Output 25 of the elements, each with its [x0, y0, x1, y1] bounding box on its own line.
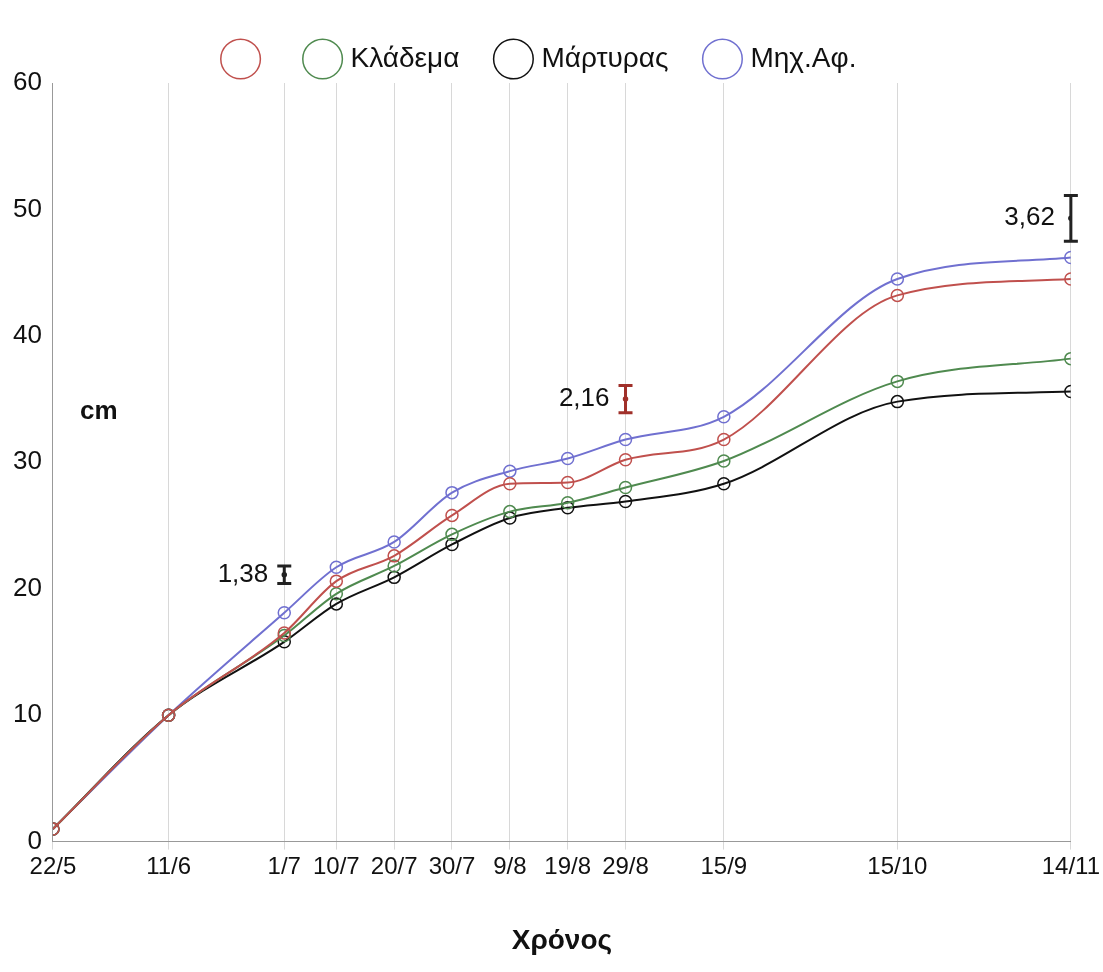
- y-tick-label: 30: [13, 445, 42, 476]
- x-tick-label: 10/7: [312, 851, 360, 879]
- legend-label: Μηχ.Αφ.: [750, 41, 857, 73]
- x-tick-label: 29/8: [602, 851, 649, 879]
- y-tick-label: 40: [13, 319, 42, 350]
- x-tick-label: 15/9: [700, 851, 748, 879]
- x-tick-label: 14/11: [1041, 851, 1100, 879]
- x-tick-label: 20/7: [370, 851, 418, 879]
- x-tick-label: 9/8: [493, 851, 527, 879]
- legend-label: Κλάδεμα: [350, 41, 460, 73]
- legend-label: Μάρτυρας: [541, 41, 669, 73]
- y-tick-label: 50: [13, 192, 42, 223]
- x-tick-label: 15/10: [867, 851, 928, 879]
- y-tick-label: 60: [13, 66, 42, 97]
- x-tick-label: 11/6: [146, 851, 192, 879]
- x-tick-label: 19/8: [544, 851, 592, 879]
- annotation: 3,62: [1004, 201, 1055, 232]
- x-tick-label: 1/7: [267, 851, 301, 879]
- y-tick-label: 20: [13, 571, 42, 602]
- annotation: 1,38: [217, 558, 269, 588]
- x-axis-title: Χρόνος: [511, 923, 613, 955]
- y-axis-title: cm: [80, 394, 118, 425]
- y-tick-label: 10: [13, 698, 42, 729]
- annotation: 2,16: [558, 382, 610, 413]
- x-tick-label: 30/7: [428, 851, 476, 879]
